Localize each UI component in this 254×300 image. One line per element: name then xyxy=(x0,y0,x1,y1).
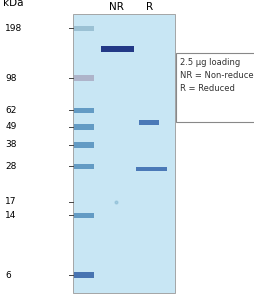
Bar xyxy=(74,142,94,148)
Bar xyxy=(136,167,166,171)
Bar xyxy=(74,108,94,113)
Bar xyxy=(74,26,94,31)
Bar xyxy=(74,75,94,81)
Text: 98: 98 xyxy=(5,74,17,82)
Text: kDa: kDa xyxy=(3,0,23,8)
Text: 2.5 μg loading
NR = Non-reduced
R = Reduced: 2.5 μg loading NR = Non-reduced R = Redu… xyxy=(180,58,254,93)
Bar xyxy=(74,213,94,218)
Text: 49: 49 xyxy=(5,122,17,131)
Bar xyxy=(138,120,159,125)
Text: 198: 198 xyxy=(5,24,22,33)
Bar xyxy=(74,272,94,278)
Bar xyxy=(74,124,94,130)
Bar xyxy=(100,46,133,52)
Bar xyxy=(72,14,174,292)
FancyBboxPatch shape xyxy=(175,52,254,122)
Text: 6: 6 xyxy=(5,271,11,280)
Text: 62: 62 xyxy=(5,106,17,115)
Text: 17: 17 xyxy=(5,197,17,206)
Text: 28: 28 xyxy=(5,162,17,171)
Text: R: R xyxy=(145,2,152,12)
Text: NR: NR xyxy=(108,2,123,12)
Text: 14: 14 xyxy=(5,211,17,220)
Bar xyxy=(74,164,94,169)
Text: 38: 38 xyxy=(5,140,17,149)
